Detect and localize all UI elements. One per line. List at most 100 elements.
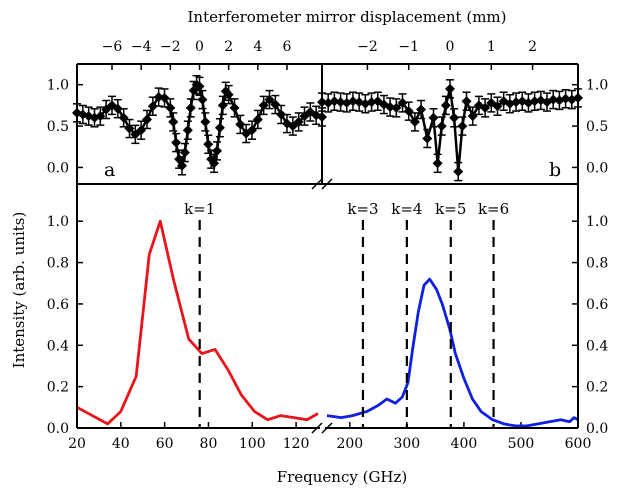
y-tick-label: 1.0 [47,78,69,94]
x-tick-label: −2 [160,39,181,55]
y-tick-label: 0.6 [47,297,69,313]
y-tick-label: 1.0 [586,78,608,94]
x-tick-label: 20 [68,436,86,452]
panel-spectrum: 0.0 0.0 0.2 0.2 0.4 0.4 0.6 0.6 0.8 0.8 1.0 1.0 20 40… [47,178,608,452]
k-label: k=1 [184,200,215,218]
spectrum-line [76,219,319,426]
x-tick-label: 200 [336,436,363,452]
data-point [159,92,170,103]
x-tick-label: −2 [357,39,378,55]
x-tick-label: 100 [239,436,266,452]
data-point [153,92,164,103]
data-point [217,100,228,111]
data-point [335,97,346,108]
x-tick-label: 300 [393,436,420,452]
k-label: k=6 [478,200,509,218]
x-tick-label: 1 [487,39,496,55]
y-tick-label-right: 0.0 [586,421,608,437]
top-axis-label: Interferometer mirror displacement (mm) [188,8,507,26]
axis-break-mark [311,422,323,434]
x-tick-label: 80 [200,436,218,452]
data-point [529,96,540,107]
x-tick-label: −6 [102,39,123,55]
data-point [177,160,187,171]
axis-break-mark [321,178,333,190]
x-tick-label: 600 [565,436,592,452]
k-label: k=3 [347,200,378,218]
data-point [397,97,408,108]
x-axis-label: Frequency (GHz) [277,468,408,486]
k-label: k=5 [435,200,466,218]
data-point [511,97,522,108]
data-point [391,102,402,113]
data-point [264,94,275,105]
k-label: k=4 [391,200,422,218]
data-point [366,97,377,108]
y-tick-label-right: 0.2 [586,380,608,396]
data-point [548,94,559,105]
data-point [270,99,281,110]
data-point [182,125,193,136]
data-point [480,102,491,113]
data-point [252,114,263,125]
axis-break-mark [311,178,323,190]
data-point [118,112,129,123]
data-point [560,93,571,104]
data-point [223,89,234,100]
data-point [282,118,292,129]
y-tick-label-right: 0.4 [586,338,608,354]
data-point [467,111,478,122]
data-point [142,114,152,125]
y-tick-label: 0.0 [47,160,69,176]
y-tick-label-right: 1.0 [586,214,608,230]
data-point [461,96,472,107]
data-point [440,100,451,111]
data-point [276,109,287,120]
x-tick-label: 4 [253,39,262,55]
y-tick-label: 1.0 [47,214,69,230]
y-tick-label: 0.4 [47,338,69,354]
x-tick-label: 500 [508,436,535,452]
x-tick-label: 0 [446,39,455,55]
data-point [432,158,443,169]
data-point [203,139,214,150]
data-point [185,102,196,113]
panel-letter-b: b [549,159,561,181]
x-tick-label: 2 [528,39,537,55]
data-point [428,112,439,123]
y-tick-label: 0.8 [47,256,69,272]
data-point [214,122,225,133]
data-point [409,116,420,127]
data-point [197,94,208,105]
data-point [449,112,460,123]
x-tick-label: −1 [398,39,419,55]
data-point [194,81,205,92]
data-point [171,137,182,148]
panel-b: 0.0 0.5 1.0 −2 −1 0 1 2 b [317,39,608,185]
panel-letter-a: a [104,159,115,181]
y-tick-label: 0.0 [586,160,608,176]
spectrum-line [326,277,579,428]
data-point [347,96,358,107]
panel-a: 0.0 0.5 1.0 −6 −4 −2 0 2 4 6 a [47,39,327,185]
x-tick-label: 0 [195,39,204,55]
y-tick-label: 0.0 [47,421,69,437]
x-tick-label: 60 [156,436,174,452]
y-tick-label: 0.2 [47,380,69,396]
data-point [416,104,427,115]
data-point [168,116,179,127]
data-point [200,116,211,127]
data-point [235,119,246,130]
x-tick-label: 6 [283,39,292,55]
data-point [445,83,455,94]
data-point [212,145,222,156]
y-tick-label: 0.5 [586,119,608,135]
data-point [422,133,433,144]
x-tick-label: 400 [451,436,478,452]
x-tick-label: 120 [283,436,310,452]
data-point [229,102,240,113]
data-point [457,121,468,132]
x-tick-label: 40 [112,436,130,452]
data-point [436,121,447,132]
